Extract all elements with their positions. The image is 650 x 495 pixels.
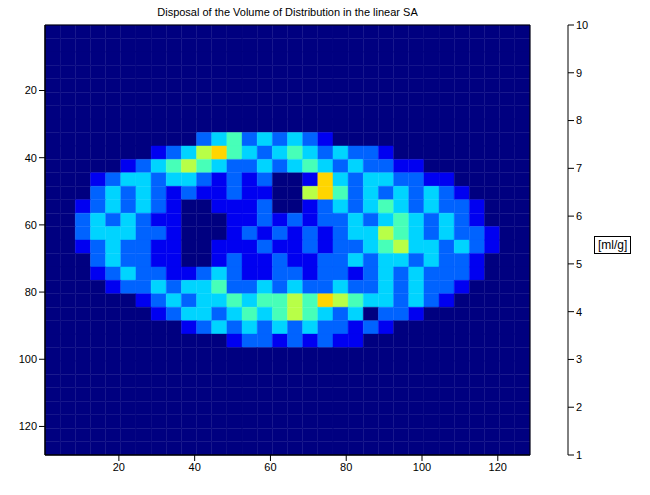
svg-text:60: 60 (264, 461, 276, 473)
svg-text:100: 100 (19, 353, 37, 365)
svg-text:10: 10 (576, 19, 588, 31)
svg-text:80: 80 (340, 461, 352, 473)
svg-text:6: 6 (576, 210, 582, 222)
svg-text:3: 3 (576, 353, 582, 365)
svg-text:5: 5 (576, 258, 582, 270)
svg-text:100: 100 (413, 461, 431, 473)
svg-text:7: 7 (576, 162, 582, 174)
svg-text:120: 120 (489, 461, 507, 473)
svg-text:20: 20 (113, 461, 125, 473)
svg-text:2: 2 (576, 401, 582, 413)
svg-text:8: 8 (576, 114, 582, 126)
svg-text:1: 1 (576, 449, 582, 461)
svg-text:9: 9 (576, 67, 582, 79)
svg-text:20: 20 (25, 84, 37, 96)
svg-text:40: 40 (189, 461, 201, 473)
svg-text:80: 80 (25, 286, 37, 298)
svg-text:60: 60 (25, 219, 37, 231)
svg-text:4: 4 (576, 306, 582, 318)
html-text:Disposal of the Volume of Dist: Disposal of the Volume of Distribution i… (157, 6, 418, 18)
svg-text:40: 40 (25, 152, 37, 164)
svg-text:120: 120 (19, 420, 37, 432)
html-text:[ml/g]: [ml/g] (598, 238, 628, 252)
